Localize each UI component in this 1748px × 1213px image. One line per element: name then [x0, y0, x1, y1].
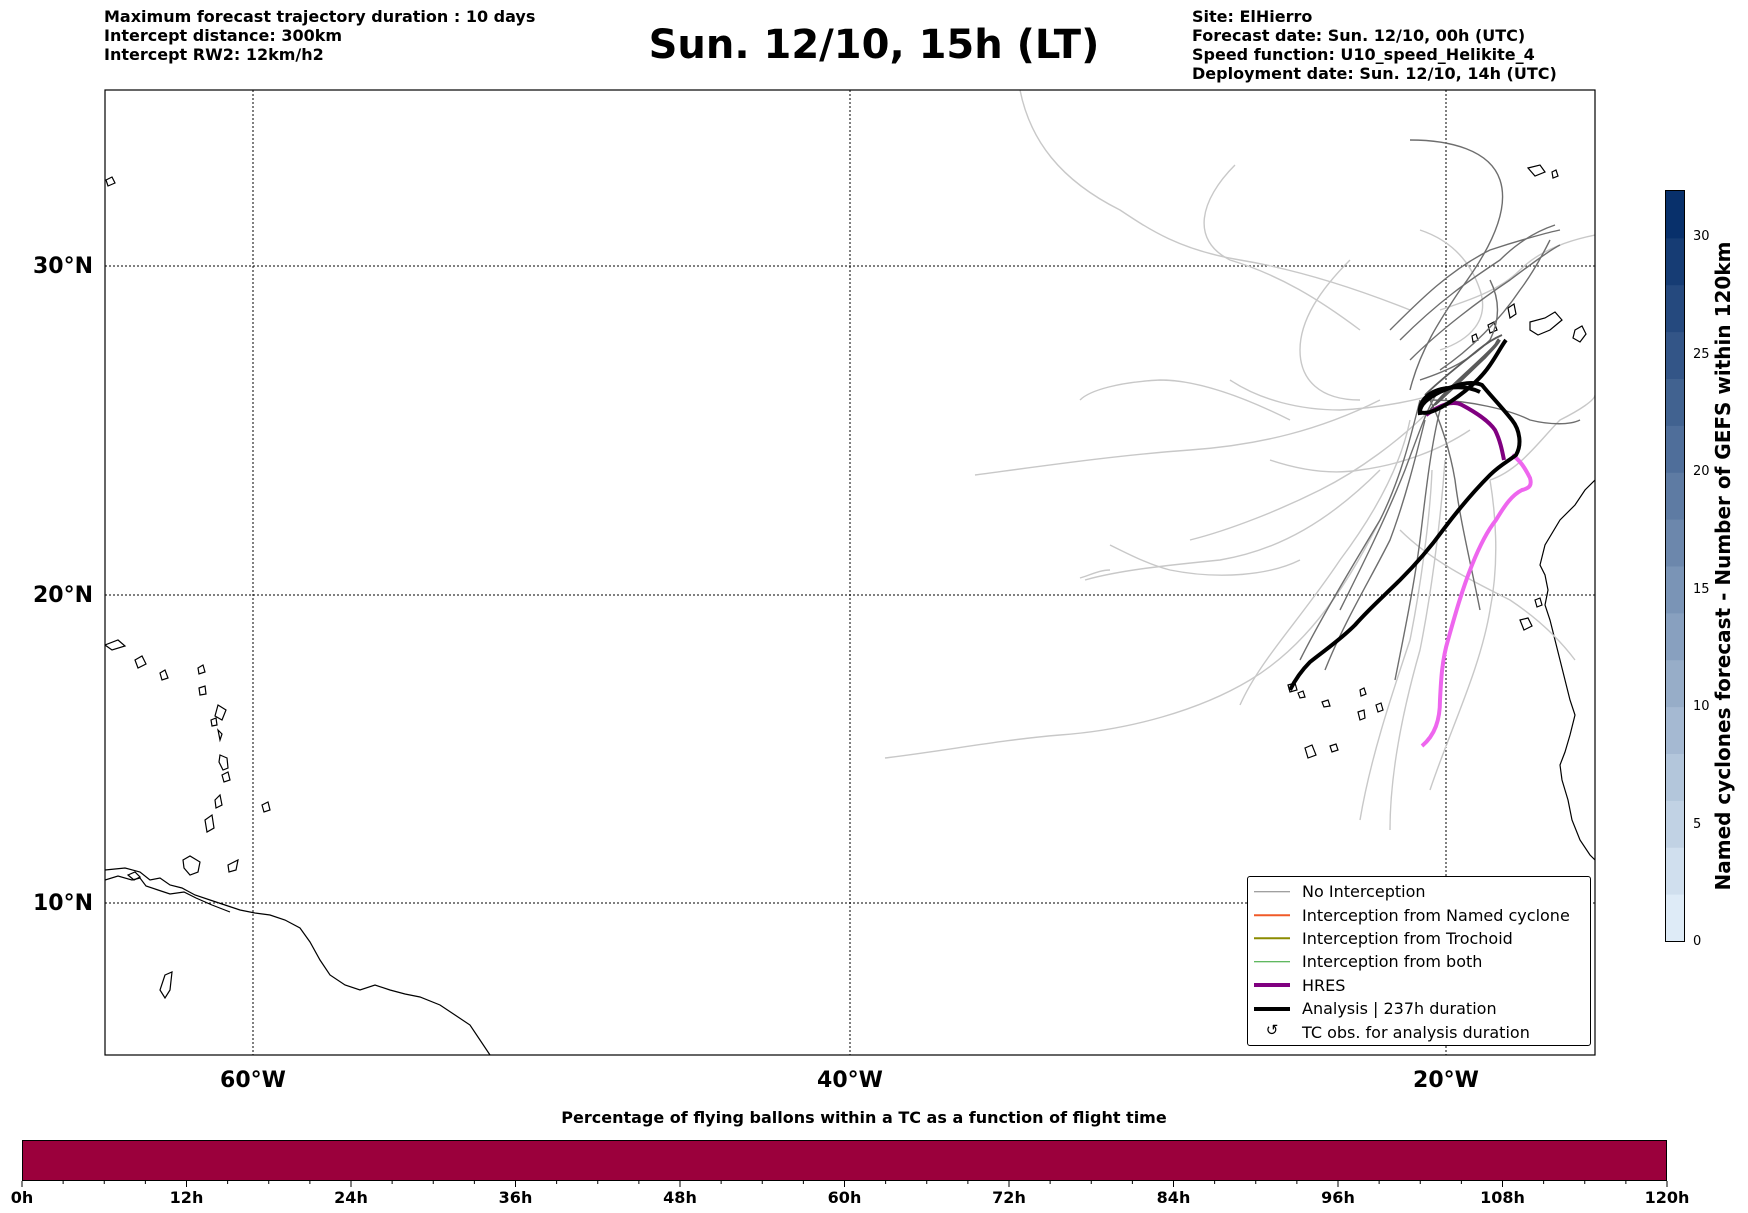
lat-label-20: 20°N [33, 583, 93, 608]
header-info-right: Site: ElHierro Forecast date: Sun. 12/10… [1192, 7, 1557, 83]
time-tick-label: 0h [10, 1188, 34, 1207]
forecast-trajectory-magenta [1420, 453, 1533, 748]
time-tick-label: 24h [334, 1188, 368, 1207]
colorbar-tick-label: 30 [1693, 229, 1710, 244]
colorbar-band [1666, 191, 1684, 239]
colorbar [1665, 190, 1685, 942]
time-tick-label: 48h [663, 1188, 697, 1207]
ensemble-trajectories [884, 90, 1595, 831]
legend-item-hres: HRES [1248, 974, 1590, 997]
colorbar-tick-label: 5 [1693, 816, 1702, 832]
forecast-date-text: Forecast date: Sun. 12/10, 00h (UTC) [1192, 26, 1526, 45]
time-tick-label: 120h [1644, 1188, 1690, 1207]
page-title: Sun. 12/10, 15h (LT) [648, 22, 1100, 68]
legend-item-tc-obs: ↺ TC obs. for analysis duration [1248, 1020, 1590, 1043]
colorbar-gradient [1666, 191, 1684, 941]
colorbar-tick-label: 10 [1693, 699, 1710, 714]
header-info-left: Maximum forecast trajectory duration : 1… [104, 7, 535, 64]
lon-label-60w: 60°W [220, 1068, 286, 1093]
percentage-bar [22, 1140, 1667, 1181]
colorbar-tick-label: 0 [1693, 934, 1702, 949]
colorbar-tick-label: 15 [1693, 581, 1710, 597]
time-tick-label: 72h [992, 1188, 1026, 1207]
legend-label: Analysis | 237h duration [1302, 999, 1497, 1019]
colorbar-label: Named cyclones forecast - Number of GEFS… [1711, 241, 1735, 891]
intercept-distance-text: Intercept distance: 300km [104, 26, 343, 45]
hres-trajectory [1424, 401, 1506, 461]
percentage-bar-ticks [21, 1181, 1668, 1187]
lon-label-40w: 40°W [817, 1068, 883, 1093]
time-tick-label: 60h [827, 1188, 862, 1207]
colorbar-band [1666, 472, 1684, 520]
colorbar-band [1666, 847, 1684, 895]
colorbar-band [1666, 800, 1684, 848]
lat-label-30: 30°N [33, 254, 93, 279]
map-legend: No Interception Interception from Named … [1247, 876, 1591, 1046]
time-tick-label: 84h [1156, 1188, 1191, 1207]
colorbar-band [1666, 566, 1684, 614]
lon-label-20w: 20°W [1413, 1068, 1479, 1093]
legend-item-no-interception: No Interception [1248, 880, 1590, 903]
colorbar-band [1666, 284, 1684, 333]
colorbar-band [1666, 894, 1684, 941]
colorbar-band [1666, 331, 1684, 379]
colorbar-tick-label: 20 [1693, 464, 1710, 479]
colorbar-band [1666, 753, 1684, 801]
legend-item-analysis: Analysis | 237h duration [1248, 997, 1590, 1020]
coastlines [105, 164, 1595, 1055]
time-tick-label: 12h [169, 1188, 204, 1207]
legend-item-trochoid: Interception from Trochoid [1248, 927, 1590, 950]
colorbar-band [1666, 425, 1684, 473]
colorbar-band [1666, 519, 1684, 567]
map-frame [104, 89, 1596, 1056]
max-duration-text: Maximum forecast trajectory duration : 1… [104, 7, 536, 26]
lat-label-10: 10°N [33, 891, 93, 916]
legend-label: TC obs. for analysis duration [1302, 1022, 1530, 1042]
time-tick-label: 108h [1480, 1188, 1525, 1207]
bottom-chart-title: Percentage of flying ballons within a TC… [561, 1108, 1167, 1127]
colorbar-tick-label: 25 [1693, 346, 1710, 362]
colorbar-band [1666, 706, 1684, 754]
legend-item-both: Interception from both [1248, 950, 1590, 973]
deployment-date-text: Deployment date: Sun. 12/10, 14h (UTC) [1192, 64, 1557, 83]
colorbar-band [1666, 659, 1684, 708]
legend-label: HRES [1302, 975, 1346, 995]
colorbar-band [1666, 612, 1684, 661]
time-tick-label: 36h [498, 1188, 533, 1207]
analysis-trajectory [1288, 338, 1522, 691]
legend-label: Interception from both [1302, 952, 1483, 972]
colorbar-band [1666, 237, 1684, 286]
legend-label: Interception from Trochoid [1302, 928, 1513, 948]
time-tick-label: 96h [1321, 1188, 1355, 1207]
cyclone-icon: ↺ [1265, 1021, 1279, 1040]
legend-item-named-cyclone: Interception from Named cyclone [1248, 903, 1590, 926]
intercept-rw2-text: Intercept RW2: 12km/h2 [104, 45, 324, 64]
site-text: Site: ElHierro [1192, 7, 1313, 26]
legend-label: No Interception [1302, 882, 1426, 902]
colorbar-band [1666, 378, 1684, 426]
legend-label: Interception from Named cyclone [1302, 905, 1570, 925]
speed-function-text: Speed function: U10_speed_Helikite_4 [1192, 45, 1535, 64]
